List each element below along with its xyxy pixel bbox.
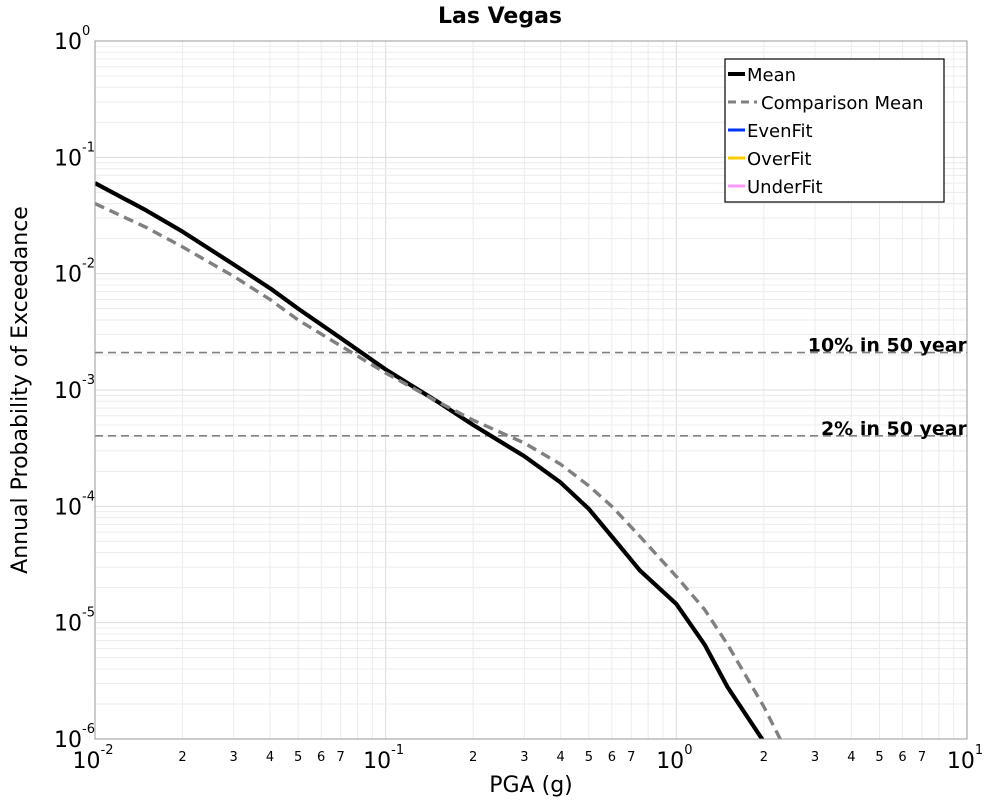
y-tick-base: 10 — [54, 495, 82, 520]
x-minor-tick-label: 3 — [230, 750, 238, 765]
y-tick-base: 10 — [54, 612, 82, 637]
x-tick-exponent: -1 — [391, 743, 404, 758]
y-tick-base: 10 — [54, 379, 82, 404]
x-tick-exponent: 0 — [684, 743, 692, 758]
y-axis-label: Annual Probability of Exceedance — [8, 206, 33, 574]
legend-entry-label: EvenFit — [747, 121, 813, 142]
y-tick-exponent: -3 — [82, 373, 95, 388]
reference-lines: 10% in 50 year 2% in 50 year — [95, 335, 968, 440]
x-minor-tick-label: 3 — [520, 750, 528, 765]
x-tick-exponent: -2 — [101, 743, 114, 758]
x-minor-tick-label: 7 — [918, 750, 926, 765]
chart-title: Las Vegas — [438, 4, 562, 29]
x-tick-base: 10 — [656, 749, 684, 774]
y-tick-base: 10 — [54, 263, 82, 288]
y-tick-exponent: -4 — [82, 489, 95, 504]
series-line-mean — [95, 181, 765, 739]
x-tick-label: 10-1 — [363, 743, 404, 774]
x-minor-tick-label: 7 — [627, 750, 635, 765]
x-tick-base: 10 — [947, 749, 975, 774]
x-tick-exponent: 1 — [975, 743, 983, 758]
reference-line-label: 2% in 50 year — [821, 418, 968, 440]
legend-entry-label: UnderFit — [747, 177, 823, 198]
y-tick-base: 10 — [54, 728, 82, 753]
legend-entry-label: Mean — [747, 65, 796, 86]
x-tick-label: 100 — [656, 743, 692, 774]
legend-box — [724, 58, 945, 203]
x-tick-base: 10 — [363, 749, 391, 774]
x-minor-tick-label: 2 — [178, 750, 186, 765]
x-minor-tick-label: 5 — [875, 750, 883, 765]
reference-line-label: 10% in 50 year — [808, 335, 968, 357]
x-minor-tick-label: 6 — [898, 750, 906, 765]
y-tick-exponent: -2 — [82, 257, 95, 272]
y-tick-label: 100 — [54, 24, 90, 55]
y-tick-base: 10 — [54, 146, 82, 171]
x-minor-tick-label: 3 — [811, 750, 819, 765]
grid — [94, 41, 967, 740]
x-minor-tick-label: 5 — [294, 750, 302, 765]
legend-entry-label: OverFit — [747, 149, 811, 170]
y-tick-label: 10-6 — [54, 722, 95, 753]
x-minor-tick-label: 6 — [317, 750, 325, 765]
x-tick-label: 101 — [947, 743, 983, 774]
x-minor-tick-label: 2 — [760, 750, 768, 765]
x-minor-tick-label: 5 — [585, 750, 593, 765]
x-minor-tick-label: 4 — [266, 750, 274, 765]
x-minor-tick-label: 7 — [337, 750, 345, 765]
y-tick-exponent: -1 — [82, 140, 95, 155]
x-minor-tick-label: 4 — [847, 750, 855, 765]
x-minor-tick-label: 4 — [557, 750, 565, 765]
y-tick-exponent: -6 — [82, 722, 95, 737]
series-layer — [95, 181, 783, 739]
x-minor-tick-label: 6 — [608, 750, 616, 765]
y-tick-exponent: -5 — [82, 606, 95, 621]
y-tick-label: 10-3 — [54, 373, 95, 404]
x-minor-tick-label: 2 — [469, 750, 477, 765]
legend-entry-label: Comparison Mean — [761, 93, 924, 114]
x-tick-label: 10-2 — [73, 743, 114, 774]
series-line-comparison-mean — [95, 202, 783, 739]
y-tick-base: 10 — [54, 30, 82, 55]
y-tick-label: 10-1 — [54, 140, 95, 171]
y-tick-label: 10-2 — [54, 257, 95, 288]
y-tick-label: 10-5 — [54, 606, 95, 637]
y-tick-label: 10-4 — [54, 489, 95, 520]
x-axis-label: PGA (g) — [489, 773, 573, 798]
y-tick-exponent: 0 — [82, 24, 90, 39]
plot-frame — [94, 40, 968, 740]
legend: Mean Comparison Mean EvenFit OverFit UnderFi… — [724, 58, 945, 203]
x-tick-base: 10 — [73, 749, 101, 774]
